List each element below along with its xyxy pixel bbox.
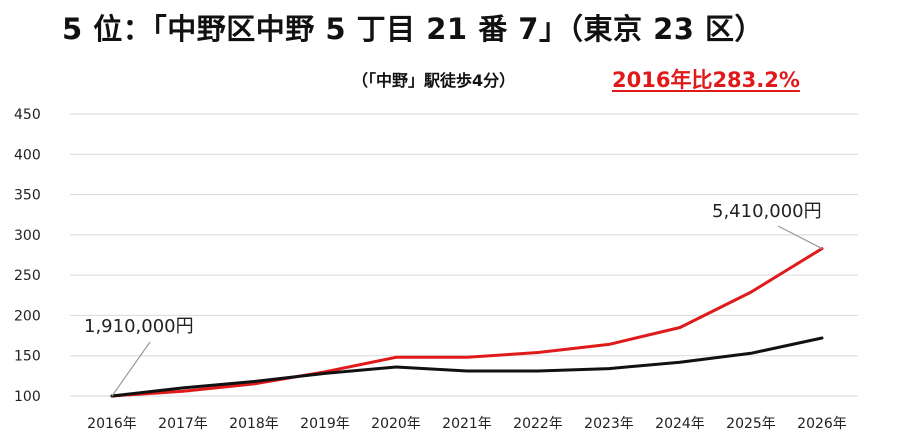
x-tick-label: 2019年 [300,416,350,432]
annotation-leader-end [777,225,823,250]
annotation-leader-start [111,341,151,397]
y-tick-label: 400 [14,147,41,163]
x-tick-label: 2026年 [797,416,847,432]
x-tick-label: 2017年 [158,416,208,432]
y-tick-label: 100 [14,389,41,405]
y-tick-label: 300 [14,228,41,244]
y-tick-label: 250 [14,268,41,284]
chart-title: 5 位：「中野区中野 5 丁目 21 番 7」（東京 23 区） [62,12,765,46]
chart-subtitle: （「中野」駅徒歩4分） [352,71,516,90]
x-tick-label: 2018年 [229,416,279,432]
annotation-end-value: 5,410,000円 [712,201,822,222]
y-tick-label: 200 [14,308,41,324]
x-tick-label: 2024年 [655,416,705,432]
growth-ratio-label: 2016年比283.2% [612,68,800,92]
x-tick-label: 2020年 [371,416,421,432]
y-tick-label: 450 [14,107,41,123]
annotation-start-value: 1,910,000円 [84,316,194,337]
y-tick-label: 150 [14,349,41,365]
x-tick-label: 2016年 [87,416,137,432]
series-line-red [110,247,824,398]
series-line-black [110,336,824,398]
x-tick-label: 2022年 [513,416,563,432]
x-tick-label: 2023年 [584,416,634,432]
y-tick-label: 350 [14,188,41,204]
x-tick-label: 2021年 [442,416,492,432]
x-tick-label: 2025年 [726,416,776,432]
